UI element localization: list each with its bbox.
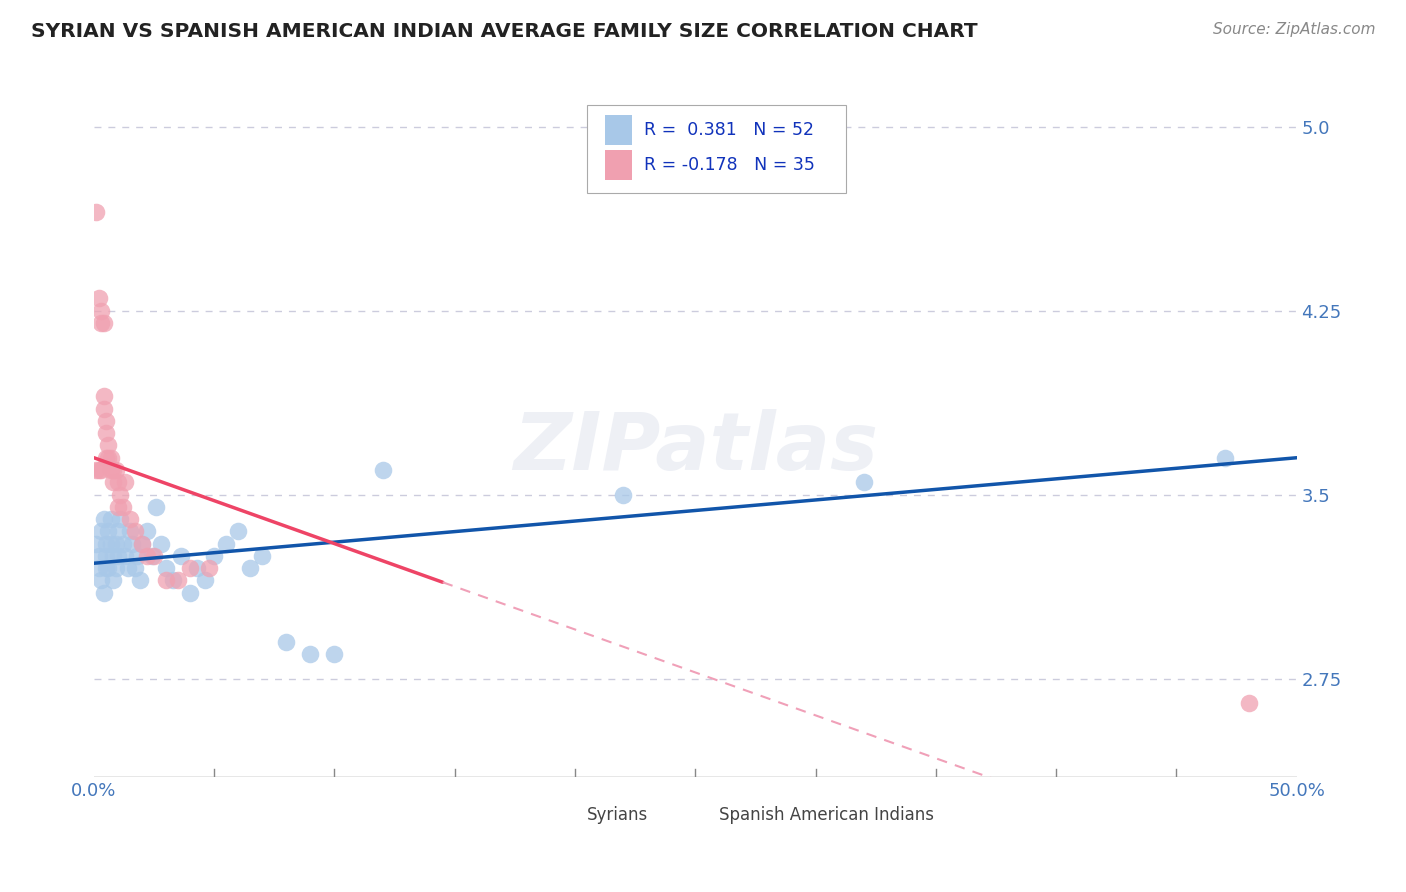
Point (110, 512, 132, 526)
Point (100, 512, 122, 526)
FancyBboxPatch shape (605, 115, 631, 145)
Text: Syrians: Syrians (588, 806, 648, 824)
Text: Source: ZipAtlas.com: Source: ZipAtlas.com (1212, 22, 1375, 37)
Point (239, 561, 262, 575)
Point (215, 536, 238, 550)
Point (97, 450, 120, 465)
Point (100, 463, 122, 477)
Point (131, 536, 153, 550)
Point (155, 561, 177, 575)
Point (179, 561, 201, 575)
Point (852, 475, 875, 490)
Point (186, 561, 208, 575)
Point (87, 561, 110, 575)
Point (135, 524, 157, 539)
Point (94, 450, 117, 465)
Point (167, 574, 190, 588)
Point (101, 463, 124, 477)
Point (110, 487, 132, 501)
Point (1213, 450, 1236, 465)
Point (121, 536, 143, 550)
Point (94, 414, 117, 428)
FancyBboxPatch shape (605, 150, 631, 179)
Point (169, 549, 191, 563)
Point (90, 524, 112, 539)
Point (100, 450, 122, 465)
Point (128, 574, 150, 588)
Point (93, 512, 115, 526)
Point (93, 585, 115, 599)
FancyBboxPatch shape (683, 804, 710, 828)
Point (107, 524, 129, 539)
Point (118, 524, 141, 539)
Point (141, 549, 163, 563)
Point (202, 549, 225, 563)
Point (87, 549, 110, 563)
Point (135, 549, 157, 563)
Point (145, 500, 167, 514)
Text: Spanish American Indians: Spanish American Indians (720, 806, 935, 824)
Point (1237, 696, 1260, 710)
Point (90, 316, 112, 330)
Point (198, 561, 221, 575)
Point (104, 536, 127, 550)
Point (86, 536, 108, 550)
Point (87, 463, 110, 477)
FancyBboxPatch shape (588, 105, 845, 193)
Point (143, 549, 166, 563)
Text: ZIPatlas: ZIPatlas (513, 409, 877, 487)
Point (94, 549, 117, 563)
Point (131, 536, 153, 550)
Point (100, 536, 122, 550)
Point (90, 463, 112, 477)
Point (101, 475, 124, 490)
Text: SYRIAN VS SPANISH AMERICAN INDIAN AVERAGE FAMILY SIZE CORRELATION CHART: SYRIAN VS SPANISH AMERICAN INDIAN AVERAG… (31, 22, 977, 41)
Point (323, 647, 346, 661)
Point (86, 205, 108, 219)
Point (97, 561, 120, 575)
Point (252, 549, 274, 563)
Point (179, 585, 201, 599)
Point (90, 574, 112, 588)
Point (107, 475, 129, 490)
Point (371, 463, 394, 477)
Point (612, 487, 634, 501)
Text: R = -0.178   N = 35: R = -0.178 N = 35 (644, 156, 814, 174)
Point (94, 561, 117, 575)
Point (101, 574, 124, 588)
Point (107, 549, 129, 563)
Point (111, 500, 134, 514)
Point (104, 463, 127, 477)
Point (97, 438, 120, 452)
Point (117, 561, 139, 575)
Point (86, 463, 108, 477)
Point (194, 574, 217, 588)
Point (150, 536, 173, 550)
Point (124, 524, 146, 539)
Point (114, 475, 136, 490)
Point (114, 549, 136, 563)
FancyBboxPatch shape (551, 804, 578, 828)
Text: R =  0.381   N = 52: R = 0.381 N = 52 (644, 121, 814, 139)
Point (226, 524, 249, 539)
Point (111, 536, 134, 550)
Point (107, 500, 129, 514)
Point (118, 512, 141, 526)
Point (94, 536, 117, 550)
Point (299, 647, 322, 661)
Point (87, 291, 110, 305)
Point (162, 574, 184, 588)
Point (104, 561, 127, 575)
Point (101, 549, 124, 563)
Point (155, 574, 177, 588)
Point (124, 561, 146, 575)
Point (94, 426, 117, 441)
Point (97, 524, 120, 539)
Point (93, 401, 115, 416)
Point (93, 389, 115, 403)
Point (90, 303, 112, 318)
Point (276, 634, 298, 648)
Point (127, 549, 149, 563)
Point (93, 316, 115, 330)
